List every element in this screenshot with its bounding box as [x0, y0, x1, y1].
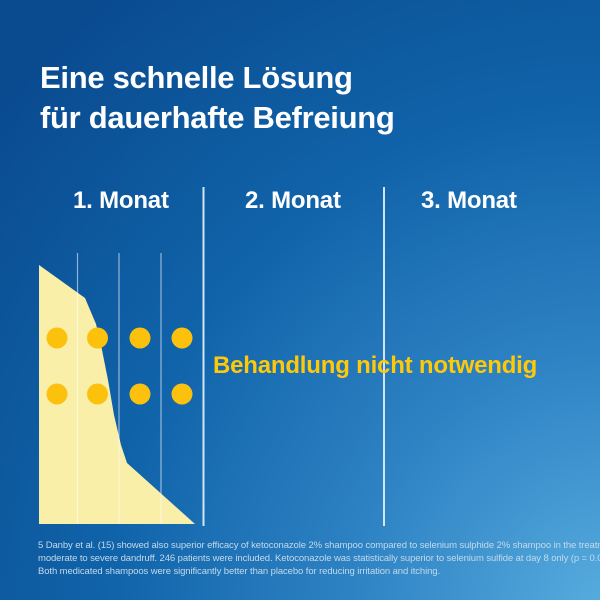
- headline-line-1: Eine schnelle Lösung: [40, 60, 353, 95]
- footnote-line-1: 5 Danby et al. (15) showed also superior…: [38, 540, 600, 551]
- treatment-dot: [129, 383, 151, 405]
- treatment-dot: [87, 327, 108, 349]
- treatment-dot: [129, 327, 151, 349]
- no-treatment-annotation: Behandlung nicht notwendig: [213, 352, 538, 379]
- treatment-dot: [171, 327, 193, 349]
- month-label-1: 1. Monat: [73, 187, 169, 214]
- month-label-2: 2. Monat: [245, 187, 341, 214]
- treatment-dot: [87, 383, 108, 405]
- headline: Eine schnelle Lösung für dauerhafte Befre…: [40, 58, 395, 138]
- footnote-line-3: Both medicated shampoos were significant…: [38, 566, 441, 577]
- headline-line-2: für dauerhafte Befreiung: [40, 100, 395, 135]
- treatment-dot: [46, 383, 68, 405]
- month-label-3: 3. Monat: [421, 187, 517, 214]
- footnote: 5 Danby et al. (15) showed also superior…: [38, 539, 600, 578]
- treatment-dot: [46, 327, 68, 349]
- footnote-line-2: moderate to severe dandruff. 246 patient…: [38, 553, 600, 564]
- treatment-dot: [171, 383, 193, 405]
